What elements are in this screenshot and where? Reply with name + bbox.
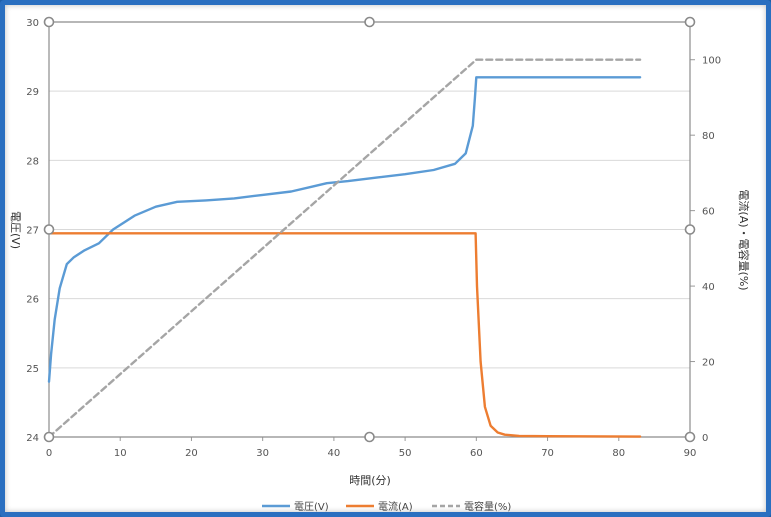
- resize-handle[interactable]: [684, 224, 696, 235]
- x-tick-label: 70: [541, 448, 554, 459]
- x-tick-label: 10: [114, 448, 127, 459]
- y-right-tick-label: 0: [702, 433, 708, 444]
- y-axis-right-title: 電流(A)・電容量(%): [737, 189, 751, 290]
- y-right-tick-label: 20: [702, 358, 715, 369]
- resize-handles[interactable]: [43, 16, 696, 443]
- y-left-tick-label: 26: [26, 295, 39, 306]
- x-tick-label: 50: [399, 448, 412, 459]
- resize-handle[interactable]: [43, 431, 55, 443]
- resize-handle[interactable]: [364, 431, 375, 443]
- y-axis-left-title: 電圧(V): [9, 211, 22, 249]
- x-tick-label: 80: [612, 448, 625, 459]
- series-layer: [47, 58, 642, 439]
- y-right-tick-label: 40: [702, 282, 715, 293]
- resize-handle[interactable]: [43, 16, 55, 28]
- tick-labels: 24 25 26 27 28 29 30 0 20 40 60 80 100 0 10 20 30 40 50 60 7…: [26, 18, 721, 459]
- gridlines: [49, 21, 690, 438]
- resize-handle[interactable]: [684, 16, 696, 28]
- y-left-tick-label: 25: [26, 364, 39, 375]
- y-right-tick-label: 100: [702, 56, 721, 67]
- y-left-tick-label: 27: [26, 226, 39, 237]
- series-line-2: [47, 58, 642, 439]
- x-tick-label: 0: [46, 448, 52, 459]
- series-line-1: [47, 232, 642, 438]
- y-left-tick-label: 24: [26, 433, 39, 444]
- series-line-0: [47, 76, 642, 383]
- y-left-tick-label: 29: [26, 87, 39, 98]
- resize-handle[interactable]: [684, 431, 696, 443]
- resize-handle[interactable]: [364, 16, 375, 28]
- y-right-tick-label: 80: [702, 131, 715, 142]
- y-right-tick-label: 60: [702, 207, 715, 218]
- resize-handle[interactable]: [43, 224, 55, 235]
- x-tick-label: 30: [256, 448, 269, 459]
- y-left-tick-label: 30: [26, 18, 39, 29]
- x-tick-label: 20: [185, 448, 198, 459]
- legend-label: 電圧(V): [294, 501, 329, 513]
- x-tick-label: 90: [684, 448, 697, 459]
- x-tick-label: 40: [328, 448, 341, 459]
- axes: [48, 21, 695, 441]
- x-axis-title: 時間(分): [349, 474, 391, 487]
- legend-label: 電容量(%): [464, 500, 511, 513]
- x-tick-label: 60: [470, 448, 483, 459]
- y-left-tick-label: 28: [26, 156, 39, 167]
- legend: 電圧(V) 電流(A) 電容量(%): [262, 500, 511, 513]
- legend-label: 電流(A): [378, 500, 413, 513]
